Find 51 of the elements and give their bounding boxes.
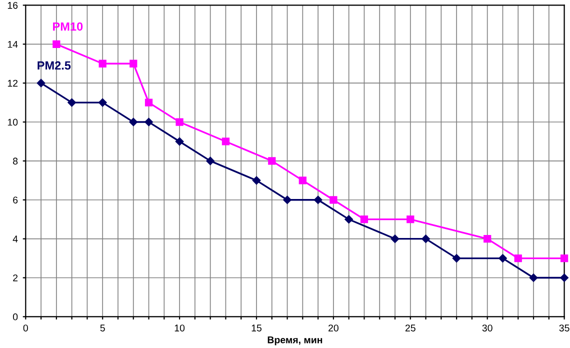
point bbox=[560, 274, 568, 282]
point bbox=[314, 196, 322, 204]
point bbox=[484, 234, 492, 243]
point bbox=[98, 60, 106, 68]
x-tick-label: 30 bbox=[482, 324, 492, 332]
point bbox=[36, 78, 46, 88]
point bbox=[529, 274, 538, 282]
point bbox=[268, 157, 276, 165]
point bbox=[390, 234, 400, 243]
y-tick-label: 2 bbox=[13, 274, 18, 282]
y-tick-label: 6 bbox=[13, 196, 18, 204]
x-tick-label: 5 bbox=[100, 324, 105, 332]
point bbox=[452, 254, 461, 262]
point bbox=[144, 118, 153, 126]
y-tick-label: 8 bbox=[13, 158, 18, 165]
y-tick-label: 10 bbox=[8, 118, 18, 126]
point bbox=[175, 137, 184, 146]
x-tick-label: 10 bbox=[174, 324, 185, 332]
series-label: PM10 bbox=[53, 22, 83, 31]
y-tick-label: 14 bbox=[8, 40, 18, 48]
point bbox=[360, 216, 368, 224]
x-axis-title: Время, мин bbox=[268, 336, 322, 346]
y-tick-label: 16 bbox=[8, 2, 18, 9]
y-tick-label: 0 bbox=[12, 313, 18, 320]
point bbox=[98, 98, 107, 107]
point bbox=[283, 196, 292, 204]
point bbox=[130, 60, 138, 68]
series-label: PM2.5 bbox=[38, 61, 71, 70]
x-tick-label: 35 bbox=[559, 324, 570, 332]
x-tick-label: 15 bbox=[252, 324, 262, 332]
x-tick-label: 25 bbox=[405, 324, 416, 332]
x-tick-label: 0 bbox=[23, 324, 28, 332]
point bbox=[422, 234, 430, 243]
point bbox=[222, 138, 230, 146]
point bbox=[68, 98, 76, 107]
point bbox=[252, 176, 261, 185]
point bbox=[498, 254, 507, 262]
point bbox=[206, 156, 214, 166]
point bbox=[144, 98, 153, 106]
point bbox=[514, 254, 522, 262]
point bbox=[298, 176, 306, 184]
point bbox=[129, 118, 138, 126]
point bbox=[560, 254, 568, 262]
point bbox=[406, 216, 414, 224]
x-tick-label: 20 bbox=[328, 324, 338, 332]
y-tick-label: 12 bbox=[8, 80, 18, 87]
y-tick-label: 4 bbox=[12, 236, 18, 242]
point bbox=[52, 40, 60, 48]
point bbox=[330, 196, 338, 204]
point bbox=[176, 118, 184, 126]
point bbox=[344, 215, 353, 224]
